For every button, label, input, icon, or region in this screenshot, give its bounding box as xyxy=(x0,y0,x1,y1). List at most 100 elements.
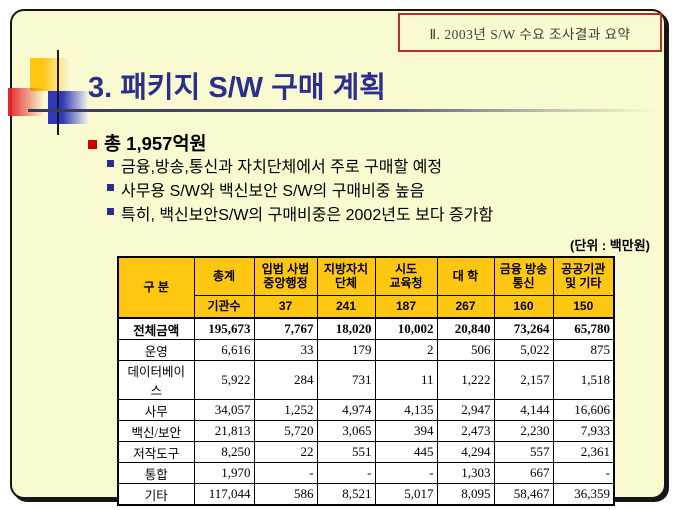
decoration-yellow-square xyxy=(30,58,72,91)
org-count-1: 241 xyxy=(316,295,376,319)
table-cell: 2,361 xyxy=(552,441,615,463)
org-count-4: 160 xyxy=(493,295,554,319)
org-count-0: 37 xyxy=(253,295,318,319)
table-cell: 65,780 xyxy=(552,317,615,340)
table-cell: 20,840 xyxy=(436,317,495,340)
table-cell: 58,467 xyxy=(493,483,554,506)
table-row-0: 전체금액 195,673 7,767 18,020 10,002 20,840 73,264… xyxy=(117,317,615,340)
table-cell: 7,767 xyxy=(253,317,318,340)
table-cell: 4,135 xyxy=(374,399,438,421)
decoration-blue-square xyxy=(48,91,89,124)
bullet-sub-text-2: 사무용 S/W와 백신보안 S/W의 구매비중 높음 xyxy=(121,183,425,200)
table-cell: 16,606 xyxy=(552,399,615,421)
table-body: 전체금액 195,673 7,767 18,020 10,002 20,840 73,264… xyxy=(117,317,615,506)
table-corner-header: 구 분 xyxy=(117,256,195,319)
table-cell: 73,264 xyxy=(493,317,554,340)
bullet-marker-main xyxy=(88,140,97,149)
table-row-7: 기타 117,044 586 8,521 5,017 8,095 58,467 36,359 xyxy=(117,483,615,506)
purchase-plan-table: 구 분 총계 입법 사법 중앙행정 지방자치 단체 시도 교육청 대 학 금융 방송 통신 공… xyxy=(117,256,615,506)
table-cell: 1,303 xyxy=(436,462,495,484)
bullet-main-text: 총 1,957억원 xyxy=(104,133,207,154)
section-reference-box: Ⅱ. 2003년 S/W 수요 조사결과 요약 xyxy=(398,13,662,52)
row-label: 백신/보안 xyxy=(117,420,195,442)
row-label: 사무 xyxy=(117,399,195,421)
table-cell: 1,518 xyxy=(552,360,615,400)
table-cell: 10,002 xyxy=(374,317,438,340)
table-cell: 5,022 xyxy=(493,339,554,361)
title-underline-rule xyxy=(28,109,656,112)
table-cell: 6,616 xyxy=(193,339,255,361)
table-row-5: 저작도구 8,250 22 551 445 4,294 557 2,361 xyxy=(117,441,615,463)
table-cell: 36,359 xyxy=(552,483,615,506)
table-cell: 284 xyxy=(253,360,318,400)
table-cell: 557 xyxy=(493,441,554,463)
table-cell: - xyxy=(552,462,615,484)
row-label: 저작도구 xyxy=(117,441,195,463)
table-cell: 5,720 xyxy=(253,420,318,442)
bullet-sub-text-1: 금융,방송,통신과 자치단체에서 주로 구매할 예정 xyxy=(121,159,443,176)
title-word3: 구매 계획 xyxy=(271,72,386,104)
table-row-4: 백신/보안 21,813 5,720 3,065 394 2,473 2,230 7,933 xyxy=(117,420,615,442)
table-cell: 195,673 xyxy=(193,317,255,340)
org-count-label: 기관수 xyxy=(193,295,255,319)
row-label: 전체금액 xyxy=(117,317,195,340)
table-cell: 11 xyxy=(374,360,438,400)
table-row-3: 사무 34,057 1,252 4,974 4,135 2,947 4,144 16,606 xyxy=(117,399,615,421)
row-label: 데이터베이스 xyxy=(117,360,195,400)
title-number: 3. xyxy=(88,72,113,104)
table-cell: 1,970 xyxy=(193,462,255,484)
table-cell: 4,294 xyxy=(436,441,495,463)
bullet-marker-sub-2 xyxy=(107,184,114,191)
table-col-header-0: 총계 xyxy=(193,256,255,296)
table-cell: 2,157 xyxy=(493,360,554,400)
title-word1: 패키지 xyxy=(120,72,201,104)
decoration-vertical-line xyxy=(57,50,59,135)
table-cell: 8,095 xyxy=(436,483,495,506)
table-cell: 8,521 xyxy=(316,483,376,506)
table-row-2: 데이터베이스 5,922 284 731 11 1,222 2,157 1,518 xyxy=(117,360,615,400)
org-count-2: 187 xyxy=(374,295,438,319)
section-reference-text: Ⅱ. 2003년 S/W 수요 조사결과 요약 xyxy=(429,26,631,42)
table-cell: 445 xyxy=(374,441,438,463)
table-cell: 731 xyxy=(316,360,376,400)
org-count-5: 150 xyxy=(552,295,615,319)
table-cell: 22 xyxy=(253,441,318,463)
table-cell: 4,144 xyxy=(493,399,554,421)
slide-title: 3. 패키지 S/W 구매 계획 xyxy=(88,64,386,106)
table-cell: 2,230 xyxy=(493,420,554,442)
table-cell: 2 xyxy=(374,339,438,361)
row-label: 통합 xyxy=(117,462,195,484)
table-cell: 2,947 xyxy=(436,399,495,421)
table-cell: 506 xyxy=(436,339,495,361)
table-cell: 1,222 xyxy=(436,360,495,400)
bullet-marker-sub-1 xyxy=(107,160,114,167)
table-cell: 875 xyxy=(552,339,615,361)
table-cell: 34,057 xyxy=(193,399,255,421)
org-count-3: 267 xyxy=(436,295,495,319)
table-row-6: 통합 1,970- - -1,303 667- xyxy=(117,462,615,484)
table-col-header-6: 공공기관 및 기타 xyxy=(552,256,615,296)
row-label: 운영 xyxy=(117,339,195,361)
bullet-sub-text-3: 특히, 백신보안S/W의 구매비중은 2002년도 보다 증가함 xyxy=(121,207,494,224)
table-cell: 117,044 xyxy=(193,483,255,506)
table-cell: 394 xyxy=(374,420,438,442)
table-col-header-1: 입법 사법 중앙행정 xyxy=(253,256,318,296)
table-cell: 667 xyxy=(493,462,554,484)
table-cell: 5,922 xyxy=(193,360,255,400)
table-cell: 3,065 xyxy=(316,420,376,442)
table-cell: 21,813 xyxy=(193,420,255,442)
table-cell: - xyxy=(253,462,318,484)
table-col-header-4: 대 학 xyxy=(436,256,495,296)
table-row-1: 운영 6,616 33 179 2 506 5,022 875 xyxy=(117,339,615,361)
table-col-header-3: 시도 교육청 xyxy=(374,256,438,296)
table-cell: - xyxy=(316,462,376,484)
table-cell: 2,473 xyxy=(436,420,495,442)
table-cell: 5,017 xyxy=(374,483,438,506)
table-col-header-2: 지방자치 단체 xyxy=(316,256,376,296)
table-cell: 586 xyxy=(253,483,318,506)
table-col-header-5: 금융 방송 통신 xyxy=(493,256,554,296)
table-cell: 18,020 xyxy=(316,317,376,340)
title-word2: S/W xyxy=(208,72,264,104)
table-cell: - xyxy=(374,462,438,484)
